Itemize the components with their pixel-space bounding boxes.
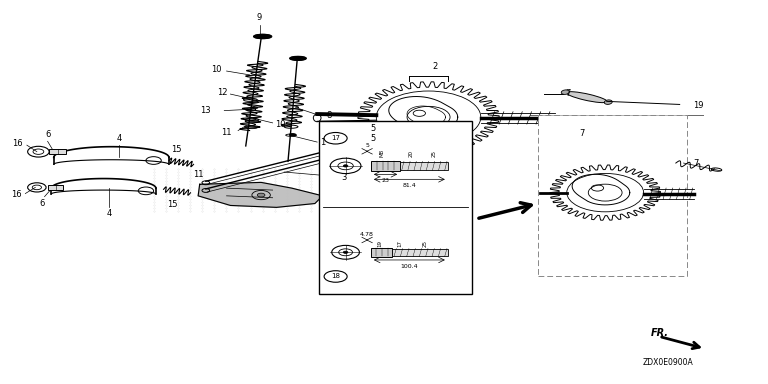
- Bar: [392, 249, 448, 256]
- Text: 6: 6: [45, 131, 50, 139]
- Text: M8: M8: [380, 149, 385, 157]
- Text: 8: 8: [326, 111, 332, 121]
- Bar: [49, 149, 66, 154]
- Bar: [538, 115, 687, 276]
- Text: 5: 5: [370, 124, 376, 133]
- Text: 19: 19: [694, 101, 704, 110]
- Text: 10: 10: [275, 119, 286, 129]
- Text: 4.78: 4.78: [360, 232, 374, 237]
- Text: 13: 13: [200, 106, 211, 115]
- Ellipse shape: [254, 35, 271, 38]
- Text: 12: 12: [217, 88, 228, 98]
- Text: 5: 5: [365, 143, 369, 148]
- Text: 6: 6: [40, 199, 45, 207]
- Text: 11: 11: [194, 170, 204, 179]
- Text: 19: 19: [378, 240, 382, 247]
- Text: 25: 25: [422, 240, 427, 247]
- Ellipse shape: [290, 56, 306, 60]
- Ellipse shape: [604, 100, 612, 104]
- Text: 20: 20: [409, 151, 413, 157]
- Circle shape: [257, 193, 265, 197]
- Text: 16: 16: [12, 139, 23, 149]
- Text: 1: 1: [320, 138, 326, 147]
- Text: 17: 17: [331, 135, 340, 141]
- Text: 16: 16: [11, 190, 22, 199]
- Text: 9: 9: [257, 13, 262, 22]
- Text: 18: 18: [331, 273, 340, 280]
- Text: 17: 17: [398, 240, 402, 247]
- Bar: [371, 161, 400, 171]
- Text: 7: 7: [694, 159, 699, 167]
- Ellipse shape: [567, 92, 607, 103]
- Text: 4: 4: [107, 209, 111, 218]
- Ellipse shape: [352, 151, 361, 153]
- Text: 100.4: 100.4: [401, 264, 418, 269]
- Ellipse shape: [290, 134, 296, 136]
- Text: 7: 7: [565, 89, 571, 98]
- Text: 11: 11: [221, 127, 232, 137]
- Bar: [400, 162, 448, 170]
- Text: 7: 7: [579, 129, 584, 138]
- Bar: [48, 185, 63, 190]
- Bar: [371, 248, 392, 257]
- Text: 23: 23: [382, 178, 389, 183]
- Polygon shape: [198, 182, 323, 207]
- Circle shape: [343, 251, 348, 253]
- Text: 15: 15: [171, 145, 182, 154]
- Text: 25: 25: [432, 151, 436, 157]
- Text: 10: 10: [211, 65, 222, 74]
- Text: FR.: FR.: [651, 328, 669, 338]
- Text: 4: 4: [117, 134, 121, 143]
- Text: 3: 3: [342, 173, 347, 182]
- Text: 15: 15: [167, 200, 178, 209]
- Bar: [319, 121, 472, 294]
- Text: 5: 5: [370, 134, 376, 143]
- Circle shape: [343, 165, 348, 167]
- Text: 2: 2: [432, 62, 437, 71]
- Ellipse shape: [561, 90, 569, 94]
- Text: 81.4: 81.4: [402, 183, 416, 188]
- Text: ZDX0E0900A: ZDX0E0900A: [643, 358, 694, 367]
